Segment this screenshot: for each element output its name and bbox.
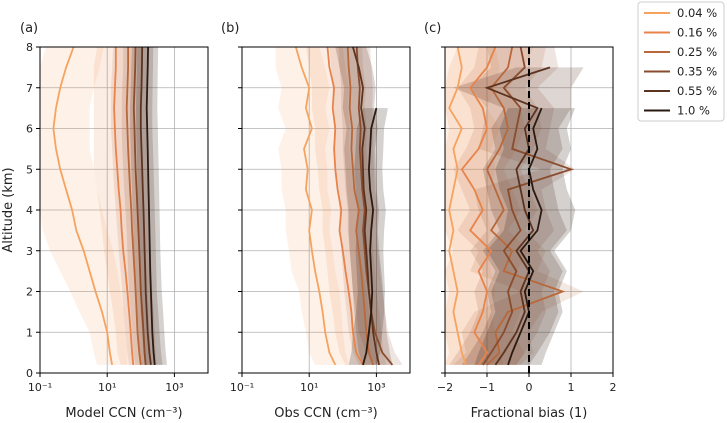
x-axis-label: Obs CCN (cm⁻³) <box>274 406 377 421</box>
band-035 <box>121 47 157 365</box>
panel-b: 10⁻¹ 10¹ 10³ Obs CCN (cm⁻³) (b) <box>221 21 411 421</box>
panel-label: (b) <box>221 21 239 36</box>
legend-label-035: 0.35 % <box>677 65 717 79</box>
band-10 <box>136 47 167 365</box>
legend-label-10: 1.0 % <box>677 104 710 118</box>
panel-a: 10⁻¹ 10¹ 10³ 0 1 2 3 4 5 6 7 8 Model CCN (cm⁻³) Altit… <box>1 21 209 421</box>
series-line-10 <box>145 47 156 365</box>
band-10 <box>474 108 576 365</box>
series-line-055 <box>484 66 551 366</box>
band-10 <box>348 108 388 365</box>
y-tick-label: 7 <box>26 82 33 95</box>
series-line-025 <box>346 47 374 366</box>
x-tick-label: −1 <box>479 381 495 394</box>
x-tick-label: 10¹ <box>300 381 318 394</box>
panel-c: −2 −1 0 1 2 Fractional bias (1) (c) <box>424 21 617 421</box>
x-tick-label: 10¹ <box>98 381 116 394</box>
legend-label-004: 0.04 % <box>677 6 717 20</box>
band-004 <box>40 47 128 365</box>
series-line-055 <box>352 47 380 366</box>
x-tick-label: 2 <box>610 381 617 394</box>
plot-area <box>275 47 403 366</box>
series-line-10 <box>362 107 378 366</box>
y-tick-label: 1 <box>26 326 33 339</box>
y-tick-label: 5 <box>26 163 33 176</box>
series-line-004 <box>294 47 337 366</box>
series-line-004 <box>52 47 113 366</box>
series-line-016 <box>326 47 364 366</box>
series-line-016 <box>113 47 135 365</box>
x-tick-label: 10⁻¹ <box>230 381 254 394</box>
band-004 <box>275 47 349 365</box>
y-tick-label: 3 <box>26 245 33 258</box>
band-055 <box>453 67 584 365</box>
legend-label-025: 0.25 % <box>677 45 717 59</box>
legend: 0.04 % 0.16 % 0.25 % 0.35 % 0.55 % 1.0 % <box>637 1 725 122</box>
y-axis-label: Altitude (km) <box>1 167 16 252</box>
x-tick-label: 1 <box>568 381 575 394</box>
series-line-025 <box>125 47 142 366</box>
x-tick-label: 0 <box>526 381 533 394</box>
y-tick-label: 2 <box>26 286 33 299</box>
band-016 <box>305 47 380 365</box>
y-tick-label: 8 <box>26 41 33 54</box>
series-line-035 <box>132 47 147 365</box>
panel-label: (a) <box>20 21 38 36</box>
y-tick-label: 4 <box>26 204 33 217</box>
x-axis-label: Model CCN (cm⁻³) <box>65 406 182 421</box>
x-axis-label: Fractional bias (1) <box>471 406 588 421</box>
x-tick-label: 10³ <box>165 381 183 394</box>
legend-label-055: 0.55 % <box>677 84 717 98</box>
x-tick-label: 10⁻¹ <box>28 381 52 394</box>
plot-area <box>40 47 167 366</box>
x-tick-label: −2 <box>437 381 453 394</box>
y-tick-label: 6 <box>26 123 33 136</box>
x-tick-label: 10³ <box>367 381 385 394</box>
band-055 <box>130 47 163 365</box>
series-line-055 <box>139 47 152 366</box>
band-035 <box>338 47 403 365</box>
panel-label: (c) <box>424 21 441 36</box>
y-tick-label: 0 <box>26 367 33 380</box>
plot-area <box>445 47 584 366</box>
legend-label-016: 0.16 % <box>677 26 717 40</box>
